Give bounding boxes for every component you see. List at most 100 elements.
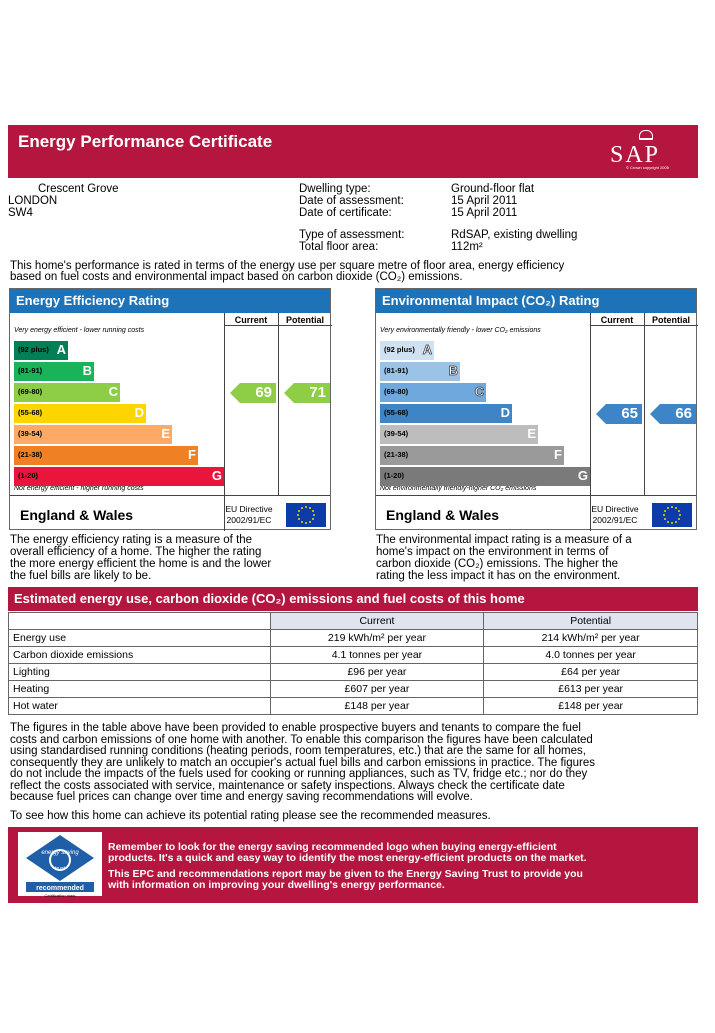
env-directive: EU Directive 2002/91/EC	[580, 504, 650, 526]
table-header-current: Current	[269, 612, 485, 630]
certificate-date-value: 15 April 2011	[451, 207, 518, 219]
logo-top-text: energy saving	[41, 850, 79, 856]
rating-band-b: (81-91) B	[380, 362, 460, 381]
table-row: Hot water £148 per year £148 per year	[8, 697, 698, 715]
dwelling-type-value: Ground-floor flat	[451, 183, 535, 195]
logo-trust-text: trust	[55, 866, 65, 872]
env-description: The environmental impact rating is a mea…	[376, 534, 632, 582]
energy-panel-title: Energy Efficiency Rating	[10, 289, 330, 313]
table-header-empty	[8, 612, 271, 630]
env-desc-line: rating the less impact it has on the env…	[376, 570, 621, 582]
energy-potential-arrow: 71	[284, 383, 330, 403]
row-current: 4.1 tonnes per year	[269, 646, 485, 664]
energy-bottom-caption: Not energy efficient - higher running co…	[14, 485, 144, 492]
env-current-header: Current	[600, 315, 634, 325]
figures-line: consequently they are unlikely to match …	[10, 756, 595, 769]
energy-top-caption: Very energy efficient - lower running co…	[14, 327, 145, 334]
figures-line: The figures in the table above have been…	[10, 722, 581, 734]
intro-line-1: This home's performance is rated in term…	[10, 260, 565, 272]
band-letter: F	[188, 447, 196, 462]
certificate-header: Energy Performance Certificate SAP © Cro…	[8, 125, 698, 178]
estimated-costs-table: Current Potential Energy use 219 kWh/m² …	[8, 612, 698, 715]
row-potential: £148 per year	[483, 697, 698, 715]
directive-line-2: 2002/91/EC	[226, 515, 272, 525]
figures-line: reflect the costs associated with servic…	[10, 779, 565, 792]
energy-desc-line: the fuel bills are likely to be.	[10, 570, 152, 582]
rating-band-g: (1-20) G	[380, 467, 590, 486]
band-range: (81-91)	[18, 366, 43, 375]
rating-band-b: (81-91) B	[14, 362, 94, 381]
band-range: (92 plus)	[384, 345, 415, 354]
row-current: £607 per year	[269, 680, 485, 698]
sap-logo-text: SAP	[610, 142, 661, 168]
band-letter: C	[474, 384, 484, 400]
band-range: (21-38)	[18, 450, 43, 459]
rating-band-c: (69-80) C	[14, 383, 120, 402]
band-letter: E	[161, 426, 170, 441]
sap-copyright: © Crown copyright 2005	[626, 165, 669, 170]
floor-area-label: Total floor area:	[299, 241, 379, 253]
env-desc-line: The environmental impact rating is a mea…	[376, 534, 632, 546]
figures-line: do not include the impacts of the fuels …	[10, 768, 588, 780]
energy-description: The energy efficiency rating is a measur…	[10, 534, 271, 582]
band-range: (55-68)	[384, 408, 409, 417]
band-range: (39-54)	[384, 429, 409, 438]
band-range: (69-80)	[384, 387, 409, 396]
energy-efficiency-panel: Energy Efficiency Rating Current Potenti…	[9, 288, 332, 531]
intro-line-2: based on fuel costs and environmental im…	[10, 271, 463, 283]
estimated-section-title: Estimated energy use, carbon dioxide (CO…	[8, 587, 698, 611]
energy-desc-line: overall efficiency of a home. The higher…	[10, 546, 262, 558]
band-letter: B	[448, 363, 458, 379]
energy-current-header: Current	[234, 315, 268, 325]
figures-line: costs and carbon emissions of one home w…	[10, 733, 593, 746]
band-range: (39-54)	[18, 429, 43, 438]
rating-band-d: (55-68) D	[14, 404, 146, 423]
energy-saving-banner: energy saving trust recommended Certific…	[8, 827, 698, 903]
row-current: £96 per year	[269, 663, 485, 681]
env-potential-header: Potential	[651, 315, 690, 325]
directive-line-1: EU Directive	[591, 504, 639, 514]
row-current: £148 per year	[269, 697, 485, 715]
banner-line-1: Remember to look for the energy saving r…	[108, 841, 557, 853]
rating-band-e: (39-54) E	[14, 425, 172, 444]
band-range: (81-91)	[384, 366, 409, 375]
energy-potential-header: Potential	[285, 315, 324, 325]
row-label: Hot water	[8, 697, 271, 715]
certificate-date-label: Date of certificate:	[299, 207, 392, 219]
rating-band-d: (55-68) D	[380, 404, 512, 423]
address-line-2: LONDON	[8, 195, 58, 207]
energy-saving-recommended-logo: energy saving trust recommended Certific…	[18, 832, 102, 898]
energy-region: England & Wales	[20, 507, 134, 523]
row-potential: 214 kWh/m² per year	[483, 629, 698, 647]
row-potential: 4.0 tonnes per year	[483, 646, 698, 664]
table-row: Carbon dioxide emissions 4.1 tonnes per …	[8, 646, 698, 664]
rating-band-c: (69-80) C	[380, 383, 486, 402]
crown-icon	[639, 130, 653, 140]
band-range: (21-38)	[384, 450, 409, 459]
figures-paragraph: The figures in the table above have been…	[10, 722, 595, 804]
band-letter: D	[500, 405, 510, 420]
env-top-caption: Very environmentally friendly - lower CO…	[380, 327, 541, 334]
rating-band-a: (92 plus) A	[14, 341, 68, 360]
row-potential: £64 per year	[483, 663, 698, 681]
eu-flag-icon	[286, 503, 326, 527]
table-row: Energy use 219 kWh/m² per year 214 kWh/m…	[8, 629, 698, 647]
assessment-type-label: Type of assessment:	[299, 229, 405, 241]
energy-directive: EU Directive 2002/91/EC	[214, 504, 284, 526]
logo-caption: Certification mark	[44, 893, 75, 898]
band-range: (1-20)	[384, 471, 405, 480]
band-letter: E	[527, 426, 536, 441]
assessment-type-value: RdSAP, existing dwelling	[451, 229, 578, 241]
band-letter: D	[134, 405, 144, 420]
figures-line: because fuel prices can change over time…	[10, 791, 473, 803]
rating-band-e: (39-54) E	[380, 425, 538, 444]
band-letter: B	[82, 363, 92, 378]
band-letter: A	[422, 342, 432, 358]
band-range: (69-80)	[18, 387, 43, 396]
address-line-3: SW4	[8, 207, 33, 219]
row-current: 219 kWh/m² per year	[269, 629, 485, 647]
band-range: (55-68)	[18, 408, 43, 417]
page-title: Energy Performance Certificate	[18, 132, 273, 151]
band-range: (1-20)	[18, 471, 39, 480]
row-label: Lighting	[8, 663, 271, 681]
